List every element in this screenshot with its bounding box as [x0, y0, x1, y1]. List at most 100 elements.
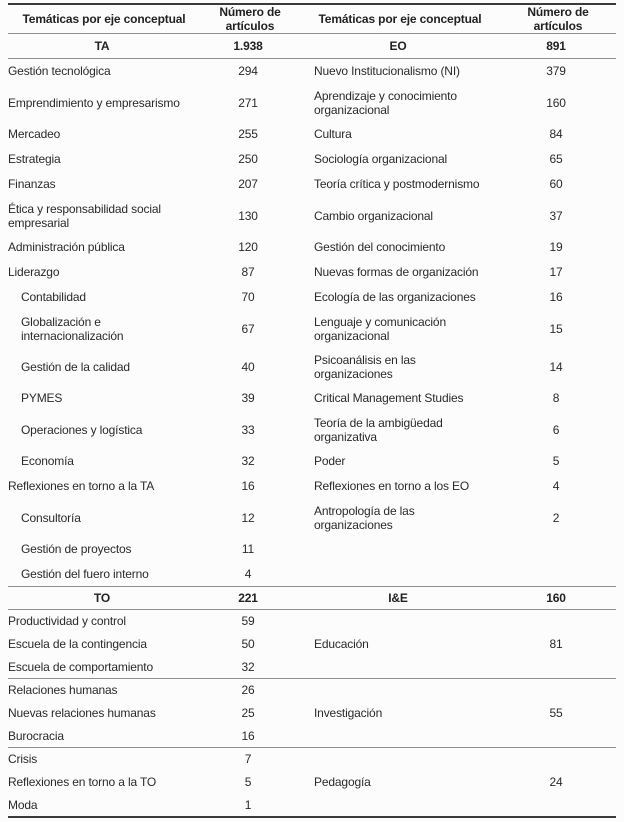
table-row: Reflexiones en torno a la TA 16 Reflexio…	[8, 474, 616, 499]
count-cell: 2	[552, 510, 560, 525]
count-cell: 19	[549, 240, 563, 254]
count-cell: 7	[244, 752, 252, 767]
topic-cell: Escuela de comportamiento	[8, 655, 200, 679]
count-cell: 14	[549, 359, 563, 374]
count-cell: 271	[238, 95, 258, 110]
column-header-topics-right: Temáticas por eje conceptual	[300, 4, 500, 34]
count-cell: 6	[552, 422, 560, 437]
topic-cell: Cambio organizacional	[314, 208, 433, 223]
table-row: Globalización e internacionalización 67 …	[8, 310, 616, 348]
section-header-row-ta-eo: TA 1.938 EO 891	[8, 33, 616, 59]
count-cell: 40	[241, 359, 255, 374]
count-cell: 70	[241, 290, 255, 304]
section-to-ie: TO 221 I&E 160 Productividad y control 5…	[8, 586, 616, 817]
count-cell: 4	[244, 566, 252, 581]
column-header-count-right: Número de artículos	[500, 4, 616, 34]
header-row: Temáticas por eje conceptual Número de a…	[8, 4, 616, 34]
count-cell: 250	[238, 152, 258, 166]
topic-cell: Escuela de la contingencia	[8, 637, 147, 651]
table-row: Nuevas relaciones humanas 25	[8, 702, 616, 725]
table-row: Crisis 7 Pedagogía 24	[8, 748, 616, 789]
section-header-row-to-ie: TO 221 I&E 160	[8, 586, 616, 610]
topic-cell: Aprendizaje y conocimiento organizaciona…	[314, 88, 457, 117]
table-row: Emprendimiento y empresarismo 271 Aprend…	[8, 84, 616, 122]
table-row: Operaciones y logística 33 Teoría de la …	[8, 411, 616, 449]
topic-cell: Finanzas	[8, 177, 56, 191]
topic-cell: Reflexiones en torno a la TO	[8, 775, 157, 789]
table-row: Gestión de proyectos 11	[8, 537, 616, 562]
topic-cell: Ética y responsabilidad social empresari…	[8, 201, 161, 230]
section-total-to: 221	[200, 586, 300, 610]
count-cell-pedagogia: 24	[549, 774, 563, 789]
table-row: Burocracia 16	[8, 724, 616, 748]
count-cell: 1	[244, 797, 252, 812]
count-cell-investigacion: 55	[500, 678, 616, 748]
count-cell: 60	[549, 177, 563, 191]
count-cell: 87	[241, 265, 255, 279]
table-row: Escuela de comportamiento 32	[8, 655, 616, 679]
count-cell: 294	[238, 64, 258, 79]
table-row: Moda 1	[8, 794, 616, 817]
count-cell: 130	[238, 208, 258, 223]
count-cell-educacion: 81	[500, 609, 616, 679]
table-row: Gestión de la calidad 40 Psicoanálisis e…	[8, 348, 616, 386]
table-row: PYMES 39 Critical Management Studies 8	[8, 386, 616, 411]
topic-cell-pedagogia: Pedagogía	[314, 774, 371, 789]
count-cell: 15	[549, 321, 563, 336]
topic-cell: Moda	[8, 797, 38, 812]
table-row: Gestión tecnológica 294 Nuevo Institucio…	[8, 59, 616, 84]
count-cell: 16	[241, 479, 255, 493]
topic-cell: Productividad y control	[8, 614, 126, 629]
topic-cell: Teoría crítica y postmodernismo	[314, 177, 480, 191]
topic-cell: PYMES	[21, 391, 63, 405]
topic-cell: Gestión de proyectos	[21, 542, 132, 556]
table-row: Administración pública 120 Gestión del c…	[8, 235, 616, 260]
topic-cell: Teoría de la ambigüedad organizativa	[314, 415, 443, 444]
count-cell	[500, 562, 616, 587]
topic-cell: Ecología de las organizaciones	[314, 290, 476, 304]
topic-cell: Sociología organizacional	[314, 152, 448, 166]
table-row: Mercadeo 255 Cultura 84	[8, 122, 616, 147]
topic-cell: Contabilidad	[21, 290, 86, 304]
count-cell: 32	[200, 655, 300, 679]
topic-cell: Burocracia	[8, 724, 200, 748]
count-cell: 379	[546, 64, 566, 79]
topic-cell: Administración pública	[8, 240, 125, 254]
table-row: Productividad y control 59 Educación 81	[8, 609, 616, 679]
topic-cell: Gestión tecnológica	[8, 64, 111, 79]
topic-cell: Nuevas relaciones humanas	[8, 706, 156, 720]
topic-cell	[300, 562, 500, 587]
count-cell: 120	[238, 240, 258, 254]
count-cell: 160	[546, 95, 566, 110]
topic-cell: Gestión del conocimiento	[314, 240, 446, 254]
count-cell	[500, 537, 616, 562]
count-cell: 16	[549, 290, 563, 304]
topic-cell: Psicoanálisis en las organizaciones	[314, 352, 416, 381]
table-row: Economía 32 Poder 5	[8, 449, 616, 474]
count-cell: 59	[241, 614, 255, 629]
count-cell: 39	[241, 391, 255, 405]
section-title-ie: I&E	[300, 586, 500, 610]
table-row: Ética y responsabilidad social empresari…	[8, 197, 616, 235]
topic-cell: Reflexiones en torno a la TA	[8, 479, 155, 493]
column-header-count-left: Número de artículos	[200, 4, 300, 34]
section-ta-eo: TA 1.938 EO 891 Gestión tecnológica 294 …	[8, 33, 616, 587]
count-cell: 33	[241, 422, 255, 437]
count-cell: 16	[200, 724, 300, 748]
table-row: Contabilidad 70 Ecología de las organiza…	[8, 285, 616, 310]
table-row: Consultoría 12 Antropología de las organ…	[8, 499, 616, 537]
count-cell: 67	[241, 321, 255, 336]
topic-cell: Consultoría	[21, 510, 81, 525]
count-cell: 12	[241, 510, 255, 525]
section-total-ie: 160	[500, 586, 616, 610]
topic-cell: Relaciones humanas	[8, 683, 118, 698]
count-cell: 32	[241, 454, 255, 468]
topic-cell: Nuevas formas de organización	[314, 265, 479, 279]
count-cell: 84	[549, 127, 563, 141]
topic-cell: Gestión del fuero interno	[21, 566, 149, 581]
table-row: Reflexiones en torno a la TO 5	[8, 771, 616, 794]
topic-cell: Estrategia	[8, 152, 61, 166]
topic-cell: Crisis	[8, 752, 38, 767]
section-title-to: TO	[8, 586, 200, 610]
